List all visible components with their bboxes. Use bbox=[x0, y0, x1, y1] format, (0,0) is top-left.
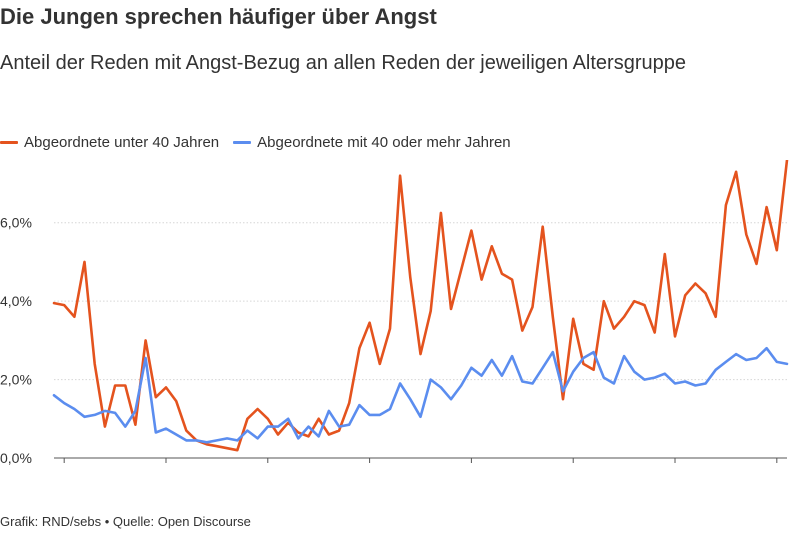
source-note: Grafik: RND/sebs • Quelle: Open Discours… bbox=[0, 514, 251, 529]
series-line-under-40 bbox=[52, 160, 789, 452]
legend-item-40-plus[interactable]: Abgeordnete mit 40 oder mehr Jahren bbox=[233, 133, 511, 151]
legend-swatch-under-40 bbox=[0, 140, 18, 144]
line-chart: 0,0%2,0%4,0%6,0%195019601970198019902000… bbox=[0, 160, 789, 466]
chart-subtitle: Anteil der Reden mit Angst-Bezug an alle… bbox=[0, 52, 686, 74]
legend-swatch-40-plus bbox=[233, 140, 252, 144]
legend-item-under-40[interactable]: Abgeordnete unter 40 Jahren bbox=[0, 134, 219, 151]
y-tick-label: 2,0% bbox=[0, 372, 32, 388]
y-tick-label: 4,0% bbox=[0, 293, 32, 309]
legend-label-under-40: Abgeordnete unter 40 Jahren bbox=[24, 133, 220, 151]
chart-title: Die Jungen sprechen häufiger über Angst bbox=[0, 4, 437, 29]
legend: Abgeordnete unter 40 Jahren Abgeordnete … bbox=[0, 131, 525, 153]
y-tick-label: 6,0% bbox=[0, 215, 32, 231]
y-tick-label: 0,0% bbox=[0, 450, 32, 466]
series-line-40-plus bbox=[52, 346, 789, 444]
legend-label-40-plus: Abgeordnete mit 40 oder mehr Jahren bbox=[257, 133, 511, 151]
